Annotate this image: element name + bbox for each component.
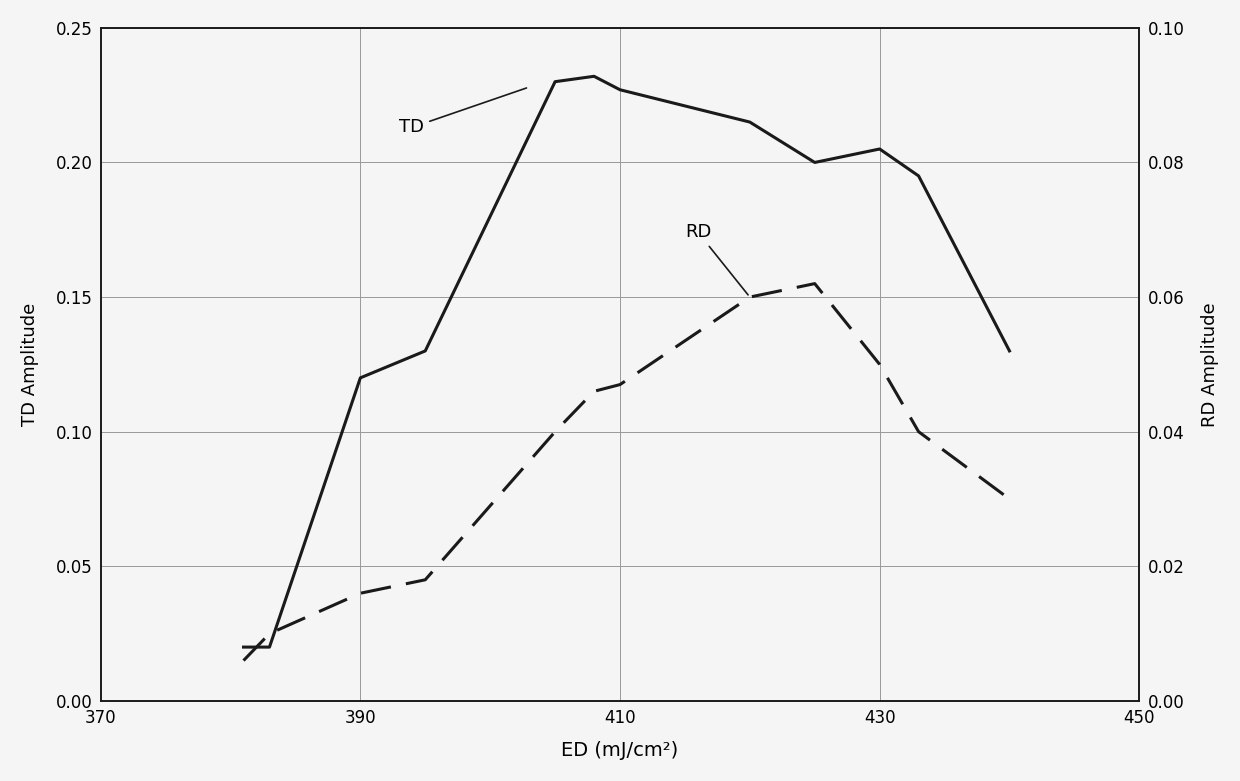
Y-axis label: TD Amplitude: TD Amplitude — [21, 303, 38, 426]
Text: TD: TD — [399, 88, 527, 137]
X-axis label: ED (mJ/cm²): ED (mJ/cm²) — [562, 741, 678, 760]
Text: RD: RD — [684, 223, 748, 295]
Y-axis label: RD Amplitude: RD Amplitude — [1202, 302, 1219, 426]
